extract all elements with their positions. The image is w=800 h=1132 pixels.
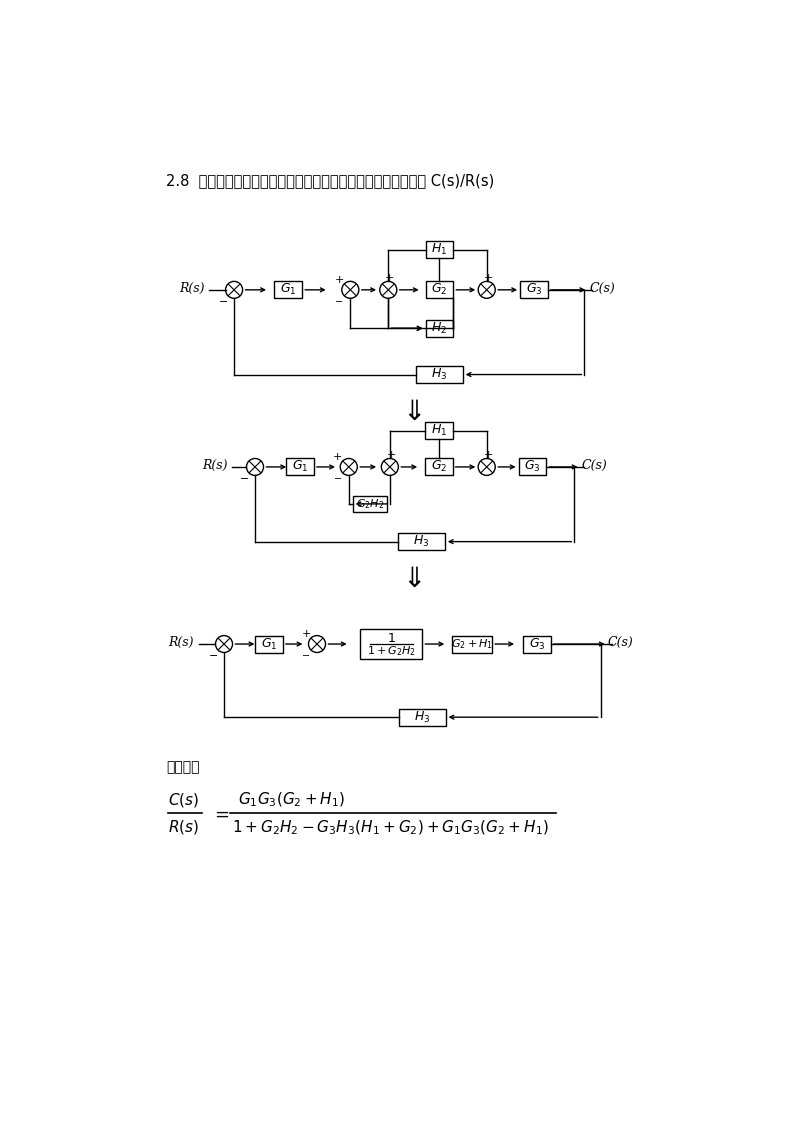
Text: $G_3$: $G_3$ [526,282,542,298]
Text: −: − [302,651,310,661]
Bar [286,458,314,475]
Text: +: + [386,449,396,460]
Text: −: − [335,298,343,307]
Text: +: + [483,449,493,460]
Bar [353,496,386,512]
Text: R(s): R(s) [202,458,227,472]
Text: $C(s)$: $C(s)$ [168,790,199,808]
Bar [518,458,546,475]
Text: $G_2$: $G_2$ [431,282,447,298]
Text: $H_3$: $H_3$ [414,710,430,724]
Text: $H_1$: $H_1$ [430,423,446,438]
Text: −: − [218,298,228,307]
Bar [520,282,548,299]
Text: $H_3$: $H_3$ [431,367,447,383]
Text: $H_2$: $H_2$ [431,320,447,336]
Bar [426,241,454,258]
Text: $G_2H_2$: $G_2H_2$ [355,497,384,511]
Bar [452,635,492,652]
Text: $1 + G_2H_2 - G_3H_3(H_1 + G_2) + G_1G_3(G_2 + H_1)$: $1 + G_2H_2 - G_3H_3(H_1 + G_2) + G_1G_3… [232,818,549,837]
Text: +: + [483,273,493,283]
Text: $1+G_2H_2$: $1+G_2H_2$ [367,644,416,658]
Bar [274,282,302,299]
Text: +: + [334,452,342,462]
Text: −: − [239,474,249,484]
Text: $=$: $=$ [211,805,230,823]
Text: +: + [385,273,394,283]
Bar [426,282,454,299]
Text: $G_2$: $G_2$ [430,460,447,474]
Text: $G_1$: $G_1$ [292,460,308,474]
Text: R(s): R(s) [178,282,204,294]
Text: −: − [334,474,342,484]
Text: $G_3$: $G_3$ [529,636,546,652]
Text: 2.8  试对下图所示的系统方块图进行化简并求出其闭环传递函数 C(s)/R(s): 2.8 试对下图所示的系统方块图进行化简并求出其闭环传递函数 C(s)/R(s) [166,173,494,188]
Bar [398,533,445,550]
Bar [361,628,422,660]
Text: −: − [209,651,218,661]
Text: $1$: $1$ [387,632,396,645]
Text: $R(s)$: $R(s)$ [168,818,199,837]
Bar [255,635,283,652]
Text: R(s): R(s) [169,636,194,649]
Text: $G_1$: $G_1$ [261,636,277,652]
Text: $G_1G_3(G_2 + H_1)$: $G_1G_3(G_2 + H_1)$ [238,790,345,808]
Bar [399,709,446,726]
Text: C(s): C(s) [608,636,634,649]
Text: +: + [334,275,344,285]
Bar [523,635,551,652]
Bar [425,458,453,475]
Bar [425,422,453,439]
Text: $G_1$: $G_1$ [280,282,297,298]
Text: $H_3$: $H_3$ [414,534,430,549]
Text: $H_1$: $H_1$ [431,242,447,257]
Text: $\Downarrow$: $\Downarrow$ [398,565,422,592]
Text: $G_3$: $G_3$ [524,460,541,474]
Text: $G_2+H_1$: $G_2+H_1$ [451,637,493,651]
Text: C(s): C(s) [582,458,607,472]
Text: $\Downarrow$: $\Downarrow$ [398,397,422,426]
Text: +: + [302,629,311,640]
Text: 化简得：: 化简得： [166,761,199,774]
Bar [426,320,454,337]
Text: C(s): C(s) [590,282,615,294]
Bar [416,366,462,383]
